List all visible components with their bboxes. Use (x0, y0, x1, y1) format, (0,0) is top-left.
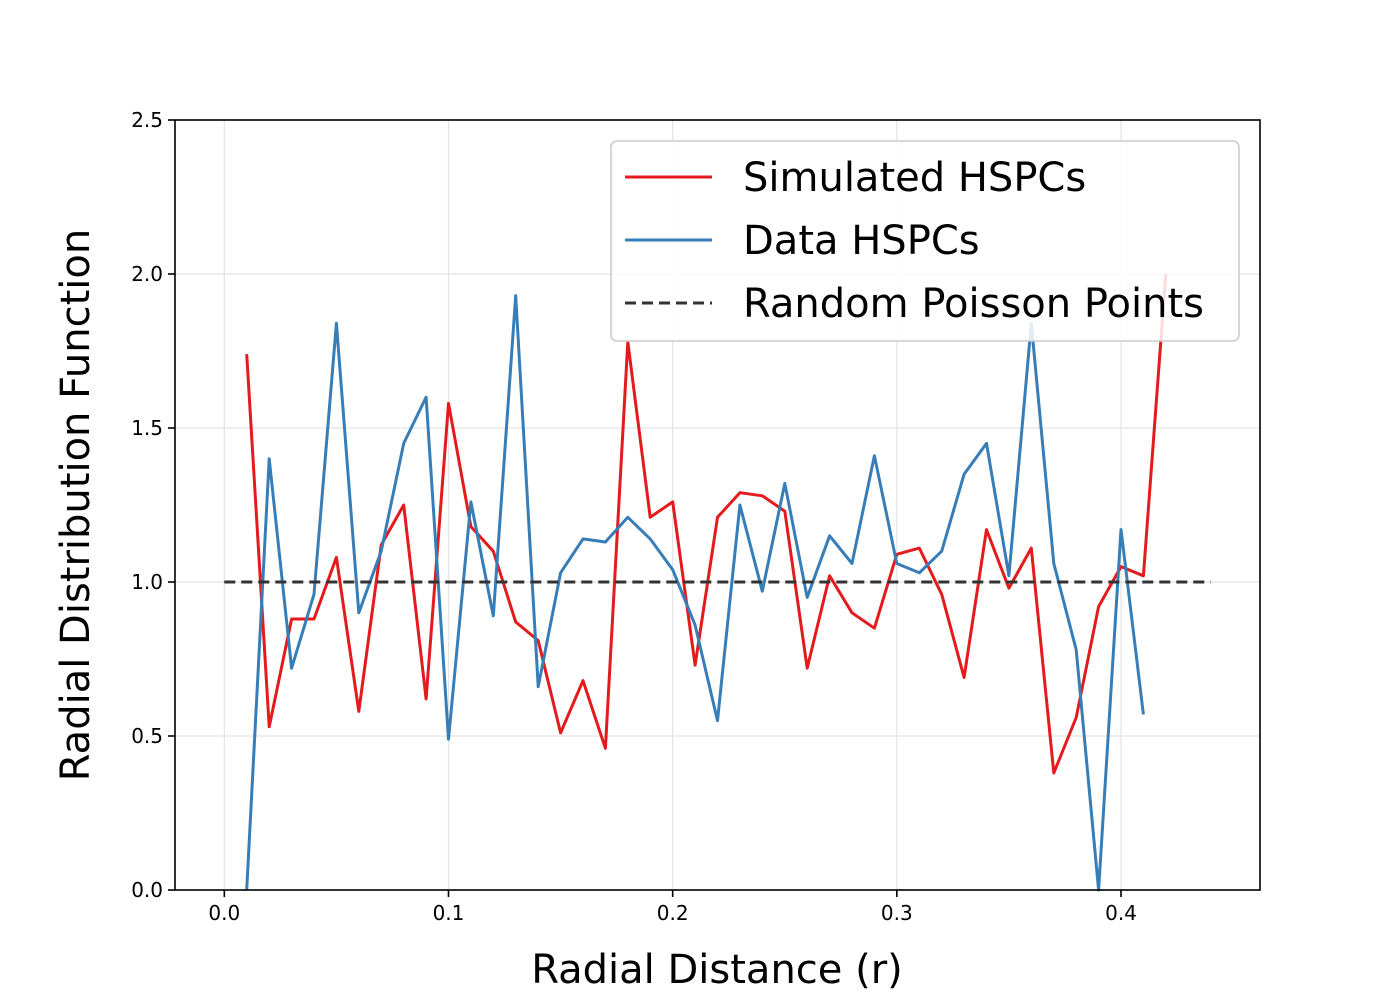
x-tick-label: 0.4 (1105, 901, 1137, 925)
x-tick-label: 0.1 (433, 901, 465, 925)
series-lines (224, 273, 1211, 892)
axis-ticks: 0.0 0.1 0.2 0.3 0.4 0.0 0.5 1.0 1.5 2.0 2.5 (131, 108, 1137, 925)
legend-label-simulated-hspcs: Simulated HSPCs (743, 155, 1086, 201)
x-tick-label: 0.0 (208, 901, 240, 925)
y-tick-label: 1.0 (131, 570, 163, 594)
legend: Simulated HSPCs Data HSPCs Random Poisson … (610, 140, 1240, 342)
y-axis-label: Radial Distribution Function (53, 229, 99, 781)
y-tick-label: 0.5 (131, 724, 163, 748)
series-line-data-hspcs (245, 294, 1145, 892)
x-tick-label: 0.3 (881, 901, 913, 925)
y-tick-label: 0.0 (131, 878, 163, 902)
x-axis-label: Radial Distance (r) (531, 947, 903, 993)
y-tick-label: 2.0 (131, 262, 163, 286)
legend-box (610, 140, 1240, 342)
y-tick-label: 1.5 (131, 416, 163, 440)
plot-area-frame (174, 119, 1261, 891)
legend-label-data-hspcs: Data HSPCs (743, 218, 980, 264)
legend-label-random-poisson-points: Random Poisson Points (743, 281, 1204, 327)
x-tick-label: 0.2 (657, 901, 689, 925)
y-tick-label: 2.5 (131, 108, 163, 132)
